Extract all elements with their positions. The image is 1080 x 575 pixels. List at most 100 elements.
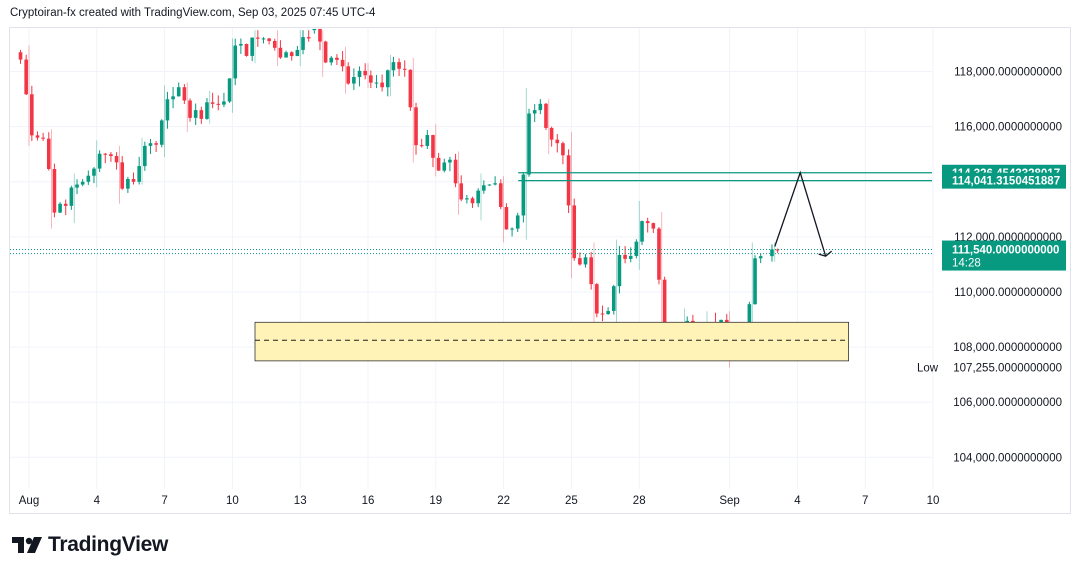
candle-body	[171, 96, 175, 100]
candle-body	[318, 28, 322, 42]
candle-body	[233, 45, 238, 79]
candle-body	[284, 52, 288, 58]
candle-body	[572, 205, 577, 259]
candle-body	[583, 257, 588, 265]
candle-body	[143, 145, 147, 167]
candle-body	[120, 162, 125, 189]
current-price-tag	[942, 240, 1066, 271]
candle-body	[137, 166, 141, 182]
candle-body	[369, 75, 373, 83]
price-axis-label: 106,000.0000000000	[953, 397, 1062, 409]
candle-body	[431, 135, 435, 158]
candle-body	[41, 137, 45, 139]
candle-body	[35, 135, 40, 138]
candle-body	[397, 62, 401, 69]
candle-body	[289, 52, 294, 57]
candle-body	[312, 28, 317, 31]
time-axis-label: 22	[497, 495, 510, 507]
time-axis-label: 28	[633, 495, 646, 507]
candle-body	[176, 87, 181, 97]
candle-body	[504, 207, 509, 230]
candle-body	[532, 110, 537, 114]
candle-body	[182, 87, 187, 101]
candle-body	[227, 78, 232, 102]
time-axis-label: 16	[362, 495, 375, 507]
candle-body	[391, 62, 396, 71]
candle-body	[165, 99, 170, 121]
price-axis-label: 110,000.0000000000	[954, 287, 1062, 299]
low-price-label: 107,255.0000000000	[953, 363, 1062, 375]
candle-body	[493, 183, 497, 185]
drawings[interactable]	[10, 170, 932, 362]
axes: 118,000.0000000000 116,000.0000000000 114,…	[19, 67, 1062, 507]
candle-body	[595, 284, 599, 314]
price-tag	[942, 172, 1066, 189]
candle-body	[357, 70, 362, 78]
candles	[18, 28, 780, 368]
candle-body	[538, 103, 543, 111]
candle-body	[363, 70, 367, 76]
candle-body	[193, 110, 198, 118]
candle-body	[758, 256, 763, 259]
price-tags: 114,326.4543328017114,041.3150451887111,…	[942, 164, 1066, 271]
candle-body	[628, 255, 633, 259]
candle-body	[521, 174, 526, 216]
candle-body	[549, 127, 554, 140]
candle-body	[63, 203, 68, 206]
candle-body	[419, 145, 424, 147]
candle-body	[222, 101, 226, 105]
candle-body	[272, 40, 277, 48]
candle-body	[256, 37, 260, 39]
candle-body	[442, 162, 447, 171]
candle-body	[640, 221, 644, 242]
candle-body	[46, 138, 51, 170]
candle-body	[498, 183, 503, 208]
candle-body	[306, 37, 311, 39]
chart-attribution: Cryptoiran-fx created with TradingView.c…	[10, 7, 376, 19]
time-axis-label: 7	[161, 495, 167, 507]
candle-body	[470, 198, 475, 204]
price-axis-label: 116,000.0000000000	[954, 122, 1062, 134]
candle-body	[295, 49, 300, 57]
candle-body	[52, 169, 57, 213]
candle-body	[482, 185, 486, 191]
candle-body	[30, 94, 34, 136]
tradingview-logo[interactable]: TradingView	[12, 533, 168, 557]
candle-body	[662, 279, 667, 333]
time-axis-label: 25	[565, 495, 578, 507]
candle-body	[148, 143, 153, 146]
price-chart[interactable]: 118,000.0000000000 116,000.0000000000 114,…	[10, 28, 1072, 515]
projection-arrowhead	[818, 250, 833, 257]
candle-body	[465, 198, 469, 200]
low-marker-label: Low	[917, 363, 939, 375]
candle-body	[199, 110, 204, 119]
price-axis-label: 118,000.0000000000	[954, 67, 1062, 79]
candle-body	[380, 82, 384, 88]
candle-body	[301, 37, 305, 50]
candle-body	[244, 43, 249, 56]
candle-body	[515, 215, 520, 229]
tradingview-wordmark: TradingView	[48, 533, 169, 556]
chart-frame[interactable]: 118,000.0000000000 116,000.0000000000 114,…	[9, 27, 1071, 514]
candle-body	[651, 223, 656, 229]
candle-body	[205, 102, 209, 119]
candle-body	[510, 228, 514, 230]
candle-body	[335, 57, 339, 60]
candle-body	[329, 57, 334, 63]
candle-body	[459, 183, 464, 200]
candle-body	[109, 154, 113, 157]
candle-body	[352, 77, 356, 84]
projection-path	[774, 170, 827, 257]
candle-countdown: 14:28	[952, 258, 981, 270]
candle-body	[346, 66, 351, 84]
time-axis-label: 13	[294, 495, 307, 507]
candle-body	[634, 241, 639, 256]
candle-body	[239, 43, 243, 46]
candle-body	[527, 113, 531, 175]
candle-body	[617, 254, 622, 287]
candle-body	[24, 59, 28, 95]
tradingview-logo-icon	[12, 537, 42, 553]
time-axis-label: Sep	[719, 495, 739, 507]
candle-body	[323, 41, 328, 63]
time-axis-label: 10	[226, 495, 239, 507]
